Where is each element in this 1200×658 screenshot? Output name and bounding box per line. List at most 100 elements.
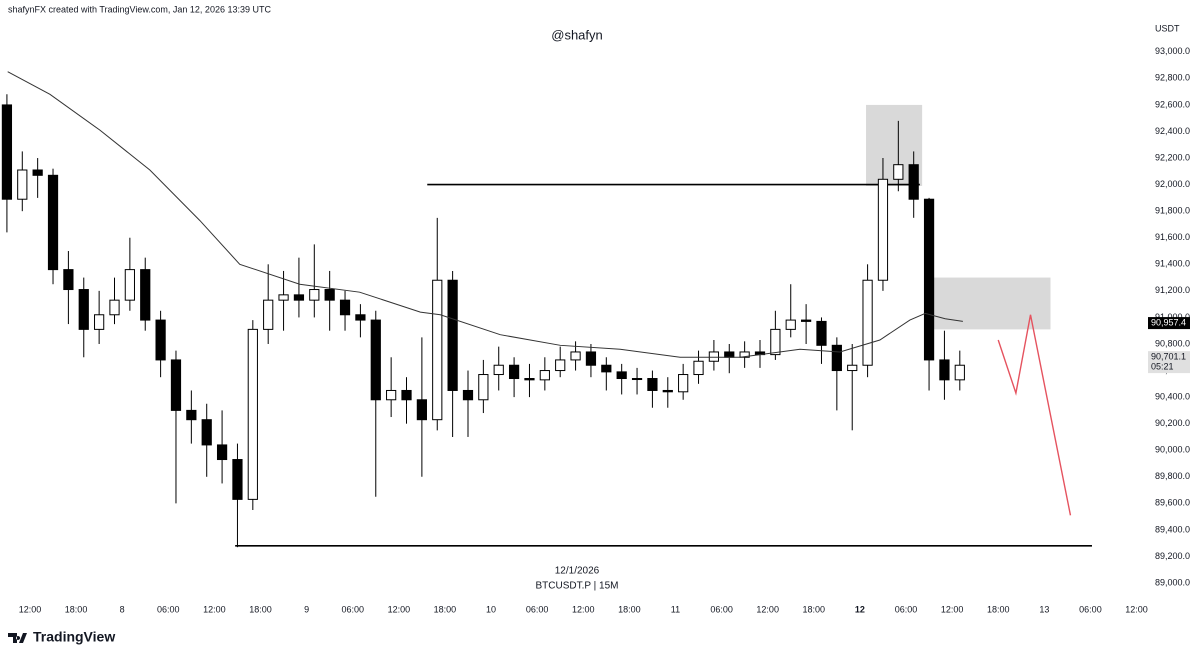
x-tick-label: 12:00	[388, 604, 411, 614]
x-tick-label: 13	[1039, 604, 1049, 614]
x-tick-label: 18:00	[618, 604, 641, 614]
candle-body	[847, 364, 858, 372]
candle-body	[78, 289, 89, 330]
candle-body	[939, 359, 950, 381]
chart-title: @shafyn	[551, 27, 603, 42]
currency-label: USDT	[1155, 23, 1180, 33]
y-tick-label: 89,600.0	[1155, 498, 1190, 508]
candle-body	[94, 314, 105, 330]
candle-body	[339, 299, 351, 316]
y-tick-label: 92,400.0	[1155, 126, 1190, 136]
y-tick-label: 91,200.0	[1155, 285, 1190, 295]
candle-body	[278, 294, 289, 301]
candle-body	[893, 164, 904, 180]
y-tick-label: 92,200.0	[1155, 152, 1190, 162]
candle-body	[555, 359, 566, 372]
x-tick-label: 06:00	[341, 604, 364, 614]
candle-body	[816, 320, 827, 346]
y-tick-label: 89,800.0	[1155, 471, 1190, 481]
y-tick-label: 91,600.0	[1155, 232, 1190, 242]
candle-body	[923, 198, 935, 361]
candle-body	[109, 299, 120, 316]
y-tick-label: 93,000.0	[1155, 46, 1190, 56]
candle-body	[678, 374, 689, 393]
candle-body	[770, 328, 781, 356]
candle-body	[724, 351, 735, 358]
candle-body	[908, 164, 919, 200]
candle-body	[186, 409, 197, 421]
candle-body	[862, 279, 873, 366]
candle-body	[601, 364, 612, 373]
x-tick-label: 06:00	[895, 604, 918, 614]
projection-path	[997, 314, 1072, 516]
y-tick-label: 90,000.0	[1155, 445, 1190, 455]
candle-body	[140, 269, 151, 321]
y-tick-label: 91,400.0	[1155, 259, 1190, 269]
candle-body	[462, 389, 474, 401]
candle-body	[954, 364, 965, 381]
candle-body	[216, 444, 228, 461]
candle-body	[263, 299, 274, 330]
candle-body	[616, 371, 627, 380]
candle-body	[170, 359, 182, 411]
moving-average-line	[7, 71, 963, 358]
candle-body	[539, 370, 550, 381]
x-tick-label: 18:00	[803, 604, 826, 614]
x-tick-label: 12	[855, 604, 865, 614]
price-tag	[1148, 351, 1190, 374]
candle-body	[355, 314, 366, 321]
candle-body	[647, 378, 658, 391]
y-tick-label: 92,800.0	[1155, 73, 1190, 83]
y-tick-label: 92,600.0	[1155, 99, 1190, 109]
candle-body	[585, 351, 597, 366]
candle-body	[47, 174, 59, 271]
date-label: 12/1/2026	[555, 566, 600, 577]
brand-name: TradingView	[33, 629, 115, 645]
candle-body	[631, 378, 643, 381]
candle-body	[801, 319, 812, 322]
candle-body	[877, 178, 889, 281]
candle-body	[324, 289, 335, 301]
y-tick-label: 90,800.0	[1155, 338, 1190, 348]
y-tick-label: 91,800.0	[1155, 206, 1190, 216]
x-tick-label: 18:00	[65, 604, 88, 614]
y-tick-label: 89,000.0	[1155, 577, 1190, 587]
x-tick-label: 9	[304, 604, 309, 614]
x-tick-label: 8	[120, 604, 125, 614]
candle-body	[478, 374, 489, 401]
candle-body	[309, 289, 320, 301]
x-tick-label: 06:00	[710, 604, 733, 614]
candle-body	[493, 364, 504, 376]
candle-body	[831, 344, 842, 372]
y-tick-label: 89,400.0	[1155, 524, 1190, 534]
candle-body	[416, 399, 427, 421]
plot-area	[1, 71, 1092, 548]
x-tick-label: 12:00	[572, 604, 595, 614]
price-tag	[1148, 317, 1190, 330]
x-tick-label: 06:00	[526, 604, 549, 614]
candle-body	[739, 351, 750, 358]
candle-body	[508, 364, 520, 380]
y-tick-label: 92,000.0	[1155, 179, 1190, 189]
candle-body	[155, 319, 166, 361]
x-tick-label: 12:00	[19, 604, 42, 614]
y-tick-label: 91,000.0	[1155, 312, 1190, 322]
candle-body	[524, 378, 535, 381]
candle-body	[32, 169, 43, 176]
candle-body	[370, 319, 381, 401]
symbol-label: BTCUSDT.P | 15M	[536, 581, 619, 592]
x-tick-label: 11	[671, 604, 680, 614]
candle-body	[447, 279, 458, 391]
candle-body	[63, 269, 74, 291]
candle-body	[693, 360, 704, 376]
x-tick-label: 18:00	[987, 604, 1010, 614]
candle-body	[401, 389, 412, 401]
candle-body	[386, 389, 397, 401]
x-tick-label: 12:00	[941, 604, 964, 614]
header: shafynFX created with TradingView.com, J…	[8, 4, 271, 14]
candle-body	[708, 351, 720, 362]
candle-body	[124, 269, 135, 301]
candle-body	[232, 459, 243, 500]
candle-body	[201, 419, 212, 446]
y-tick-label: 89,200.0	[1155, 551, 1190, 561]
